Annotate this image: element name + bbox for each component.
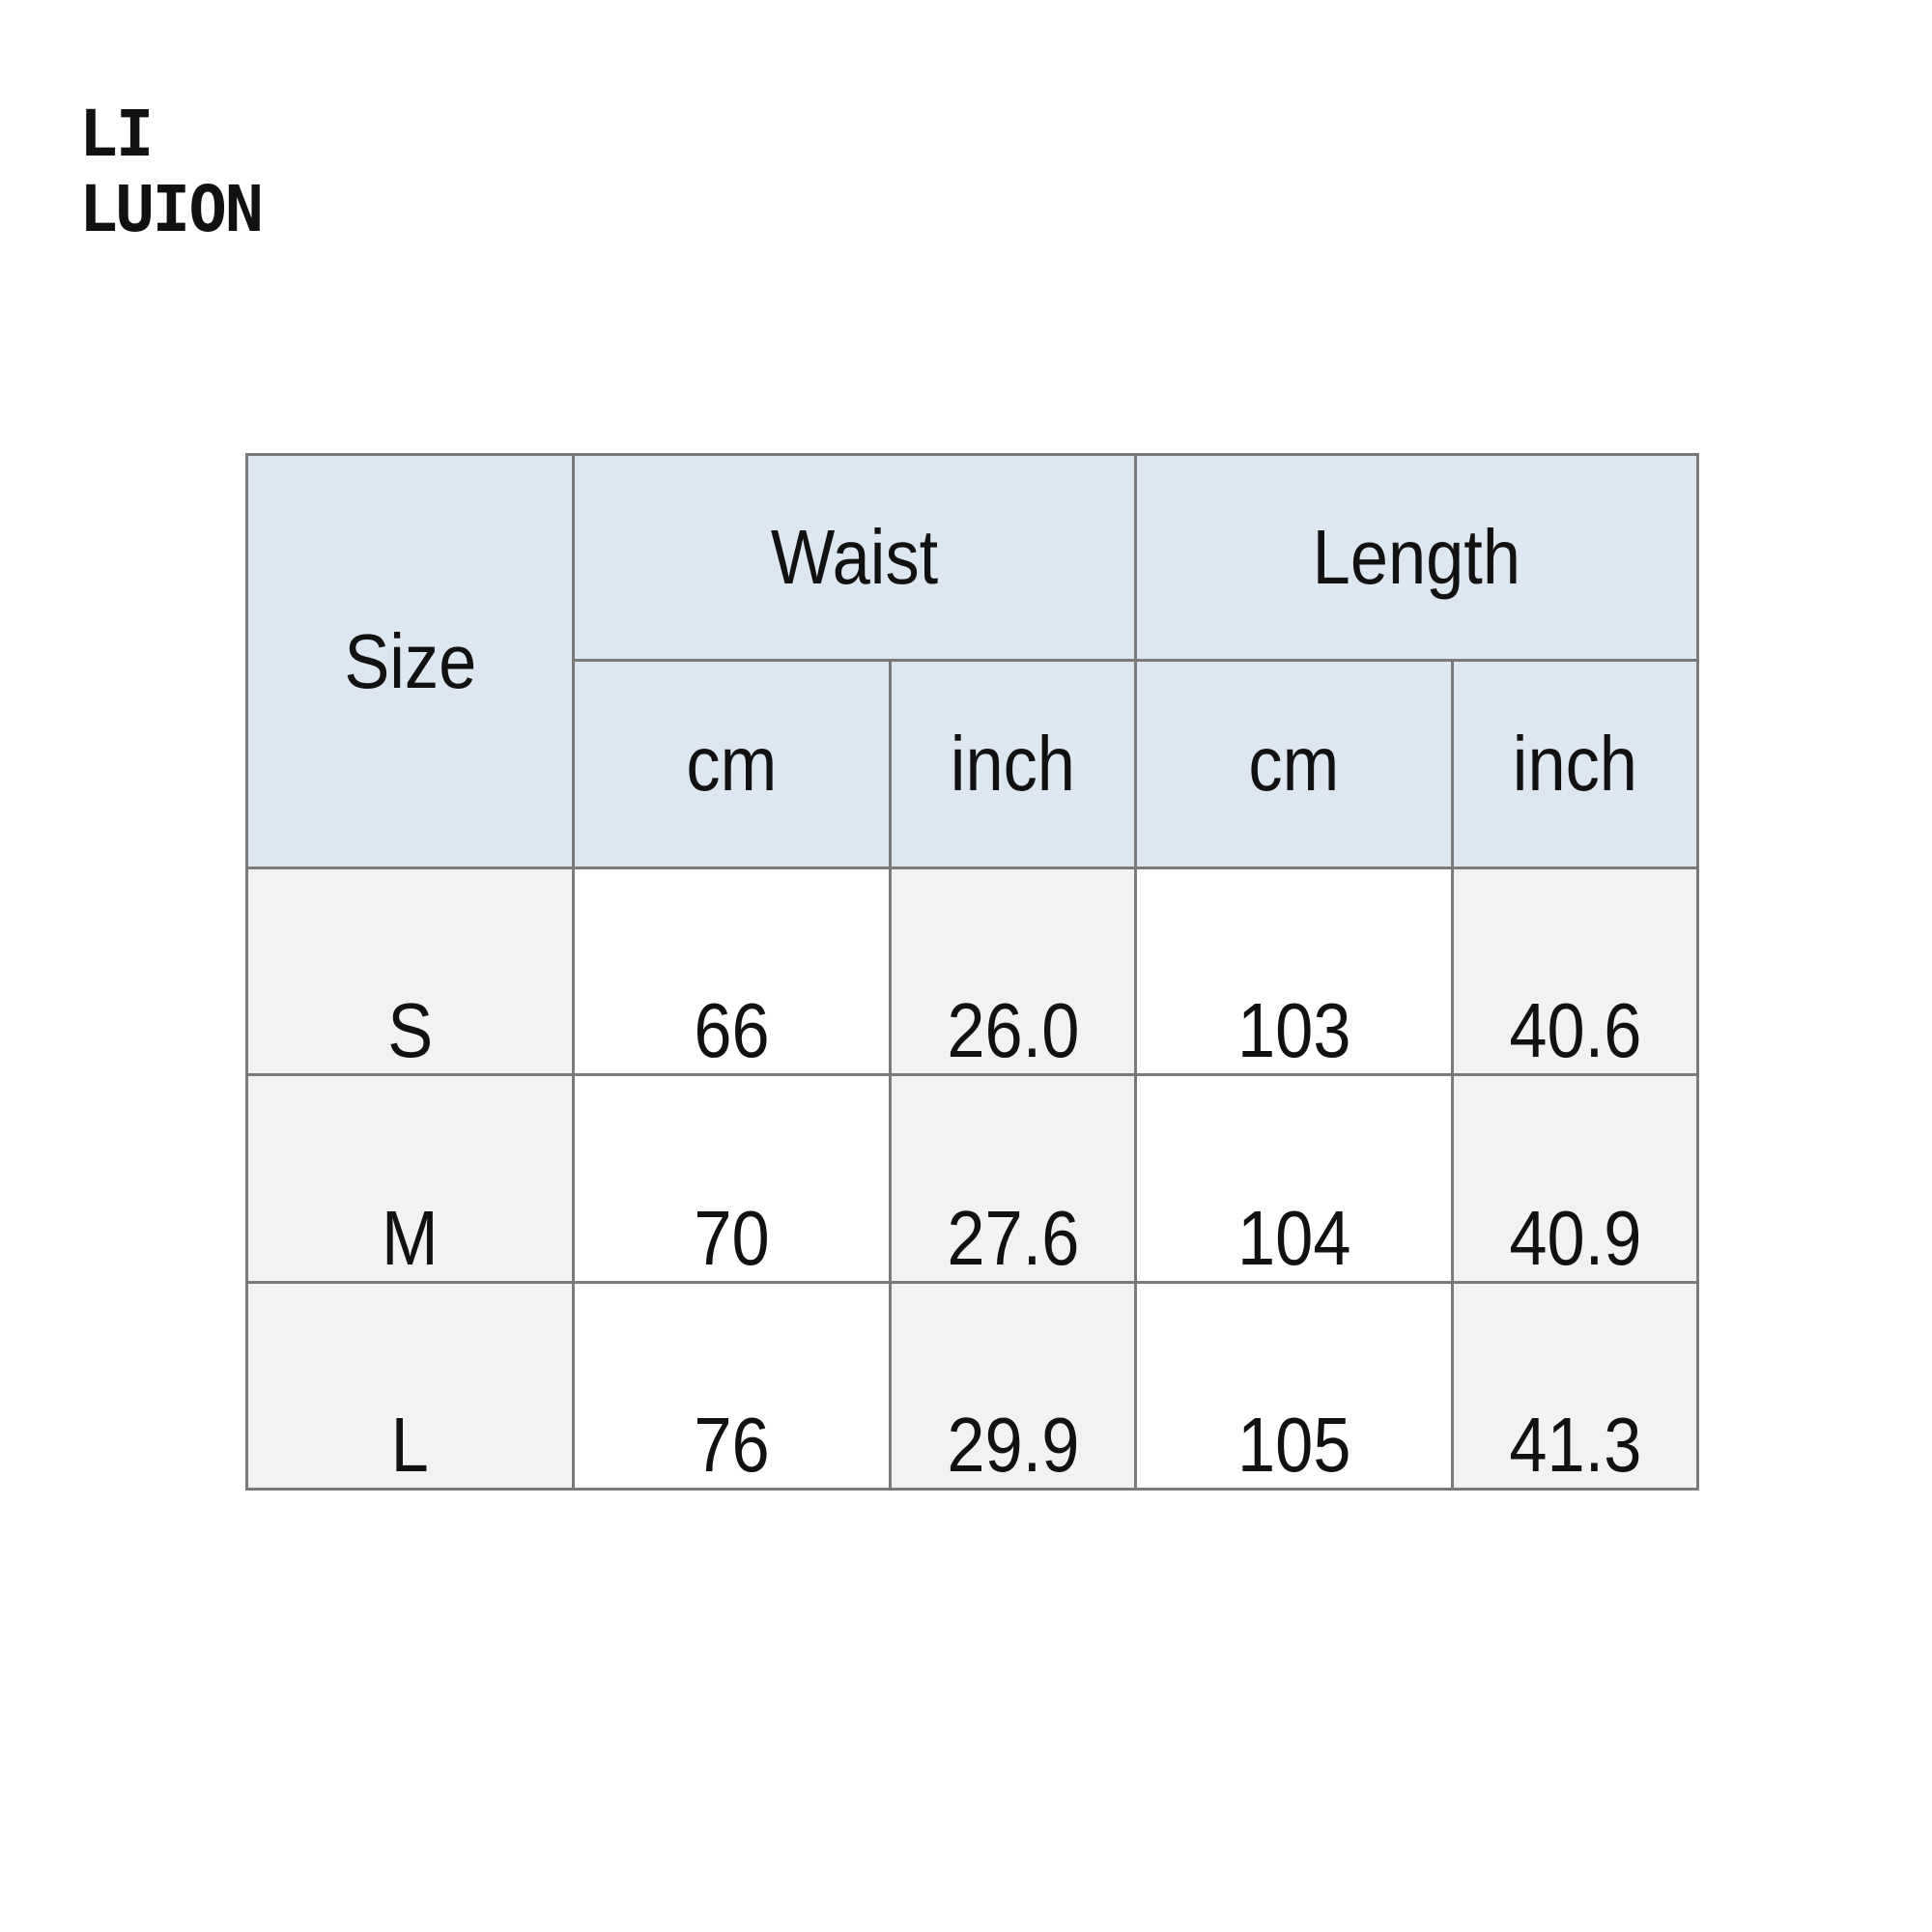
header-length: Length [1134, 453, 1699, 662]
header-waist-cm: cm [572, 659, 892, 869]
waist-cm-cell: 76 [572, 1281, 892, 1491]
waist-cm-cell: 70 [572, 1073, 892, 1284]
table-row: S 66 26.0 103 40.6 [245, 867, 1699, 1076]
logo-line-1: LI [79, 97, 154, 171]
brand-logo: LI LUION [79, 97, 264, 247]
header-size: Size [245, 453, 575, 869]
header-row-groups: Size Waist Length [245, 453, 1699, 869]
length-inch-cell: 41.3 [1451, 1281, 1699, 1491]
length-inch-cell: 40.6 [1451, 867, 1699, 1076]
logo-line-2: LUION [79, 172, 264, 246]
length-cm-cell: 103 [1134, 867, 1454, 1076]
header-waist: Waist [572, 453, 1137, 662]
header-waist-inch: inch [889, 659, 1137, 869]
header-length-cm: cm [1134, 659, 1454, 869]
header-length-inch: inch [1451, 659, 1699, 869]
size-cell: M [245, 1073, 575, 1284]
size-chart-table: Size Waist Length cm inch cm inch S 66 2… [245, 453, 1699, 1491]
waist-cm-cell: 66 [572, 867, 892, 1076]
size-cell: S [245, 867, 575, 1076]
waist-inch-cell: 29.9 [889, 1281, 1137, 1491]
waist-inch-cell: 27.6 [889, 1073, 1137, 1284]
length-cm-cell: 105 [1134, 1281, 1454, 1491]
table-row: M 70 27.6 104 40.9 [245, 1073, 1699, 1284]
size-cell: L [245, 1281, 575, 1491]
length-inch-cell: 40.9 [1451, 1073, 1699, 1284]
table-row: L 76 29.9 105 41.3 [245, 1281, 1699, 1491]
length-cm-cell: 104 [1134, 1073, 1454, 1284]
header-row-units: cm inch cm inch [247, 659, 1699, 869]
waist-inch-cell: 26.0 [889, 867, 1137, 1076]
